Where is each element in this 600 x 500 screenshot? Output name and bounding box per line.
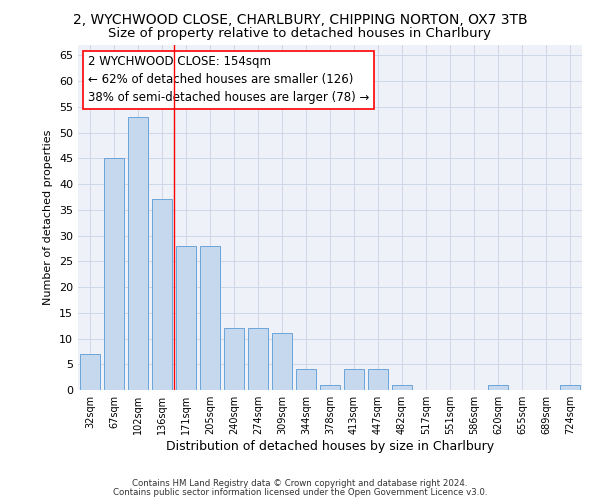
Bar	[368, 370, 388, 390]
Bar	[80, 354, 100, 390]
Text: Contains HM Land Registry data © Crown copyright and database right 2024.: Contains HM Land Registry data © Crown c…	[132, 479, 468, 488]
Text: Contains public sector information licensed under the Open Government Licence v3: Contains public sector information licen…	[113, 488, 487, 497]
X-axis label: Distribution of detached houses by size in Charlbury: Distribution of detached houses by size …	[166, 440, 494, 453]
Bar	[200, 246, 220, 390]
Text: 2 WYCHWOOD CLOSE: 154sqm
← 62% of detached houses are smaller (126)
38% of semi-: 2 WYCHWOOD CLOSE: 154sqm ← 62% of detach…	[88, 56, 370, 104]
Bar	[296, 370, 316, 390]
Bar	[248, 328, 268, 390]
Bar	[560, 385, 580, 390]
Y-axis label: Number of detached properties: Number of detached properties	[43, 130, 53, 305]
Bar	[128, 117, 148, 390]
Text: 2, WYCHWOOD CLOSE, CHARLBURY, CHIPPING NORTON, OX7 3TB: 2, WYCHWOOD CLOSE, CHARLBURY, CHIPPING N…	[73, 12, 527, 26]
Bar	[320, 385, 340, 390]
Bar	[176, 246, 196, 390]
Bar	[392, 385, 412, 390]
Bar	[344, 370, 364, 390]
Bar	[272, 334, 292, 390]
Bar	[152, 200, 172, 390]
Bar	[224, 328, 244, 390]
Bar	[488, 385, 508, 390]
Bar	[104, 158, 124, 390]
Text: Size of property relative to detached houses in Charlbury: Size of property relative to detached ho…	[109, 28, 491, 40]
